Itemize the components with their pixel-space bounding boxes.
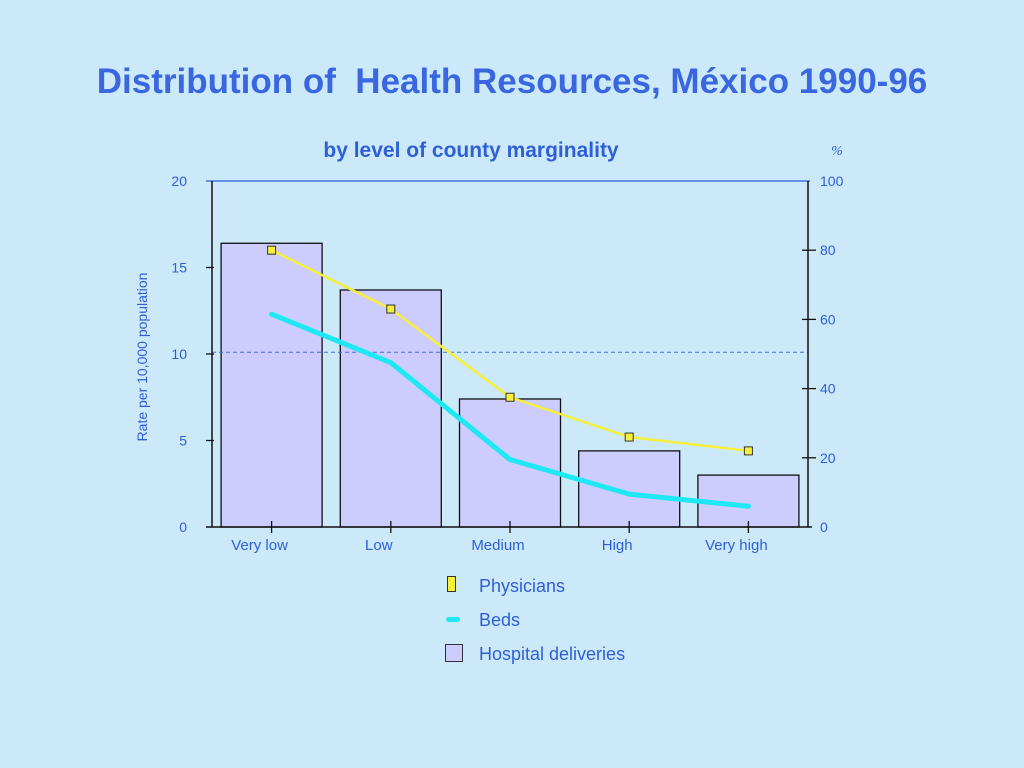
legend-item-beds: Beds bbox=[440, 604, 700, 638]
point-physicians-0 bbox=[267, 245, 277, 255]
chart-subtitle: by level of county marginality bbox=[323, 139, 619, 162]
hospital-deliveries-box-icon bbox=[445, 644, 463, 662]
left-y-tick-label-15: 15 bbox=[171, 260, 187, 276]
left-y-tick-label-5: 5 bbox=[179, 433, 187, 449]
left-y-tick-label-20: 20 bbox=[171, 173, 187, 189]
point-physicians-4 bbox=[743, 446, 753, 456]
slide-title: Distribution of Health Resources, México… bbox=[96, 62, 928, 101]
bar-hospital-deliveries-2 bbox=[458, 398, 562, 528]
physicians-marker-icon bbox=[447, 576, 456, 592]
left-y-tick-label-10: 10 bbox=[171, 346, 187, 362]
right-y-tick-label-100: 100 bbox=[820, 173, 844, 189]
x-tick-label-3: High bbox=[602, 537, 633, 554]
bar-hospital-deliveries-1 bbox=[339, 289, 442, 528]
beds-line-icon bbox=[446, 617, 460, 622]
x-tick-label-0: Very low bbox=[231, 537, 288, 554]
left-y-tick-label-0: 0 bbox=[179, 519, 187, 535]
right-y-tick-label-60: 60 bbox=[820, 311, 836, 327]
point-physicians-1 bbox=[386, 304, 396, 314]
point-physicians-2 bbox=[505, 392, 515, 402]
legend-item-hospital-deliveries: Hospital deliveries bbox=[440, 638, 700, 672]
line-beds bbox=[269, 311, 751, 509]
legend-label-physicians: Physicians bbox=[479, 576, 566, 596]
x-tick-label-1: Low bbox=[365, 537, 393, 554]
right-y-axis-unit-label: % bbox=[831, 144, 843, 159]
x-tick-label-2: Medium bbox=[471, 537, 524, 554]
right-y-tick-label-40: 40 bbox=[820, 381, 836, 397]
left-y-axis-title: Rate per 10,000 population bbox=[134, 273, 150, 442]
chart-legend: Physicians Beds Hospital deliveries bbox=[440, 570, 700, 672]
legend-label-hospital-deliveries: Hospital deliveries bbox=[479, 644, 626, 664]
bar-hospital-deliveries-0 bbox=[220, 242, 323, 528]
right-y-tick-label-0: 0 bbox=[820, 519, 828, 535]
right-y-tick-label-80: 80 bbox=[820, 242, 836, 258]
right-y-tick-label-20: 20 bbox=[820, 450, 836, 466]
bar-hospital-deliveries-3 bbox=[578, 450, 681, 528]
point-physicians-3 bbox=[624, 432, 634, 442]
legend-label-beds: Beds bbox=[479, 610, 521, 630]
x-tick-label-4: Very high bbox=[705, 537, 768, 554]
legend-item-physicians: Physicians bbox=[440, 570, 700, 604]
